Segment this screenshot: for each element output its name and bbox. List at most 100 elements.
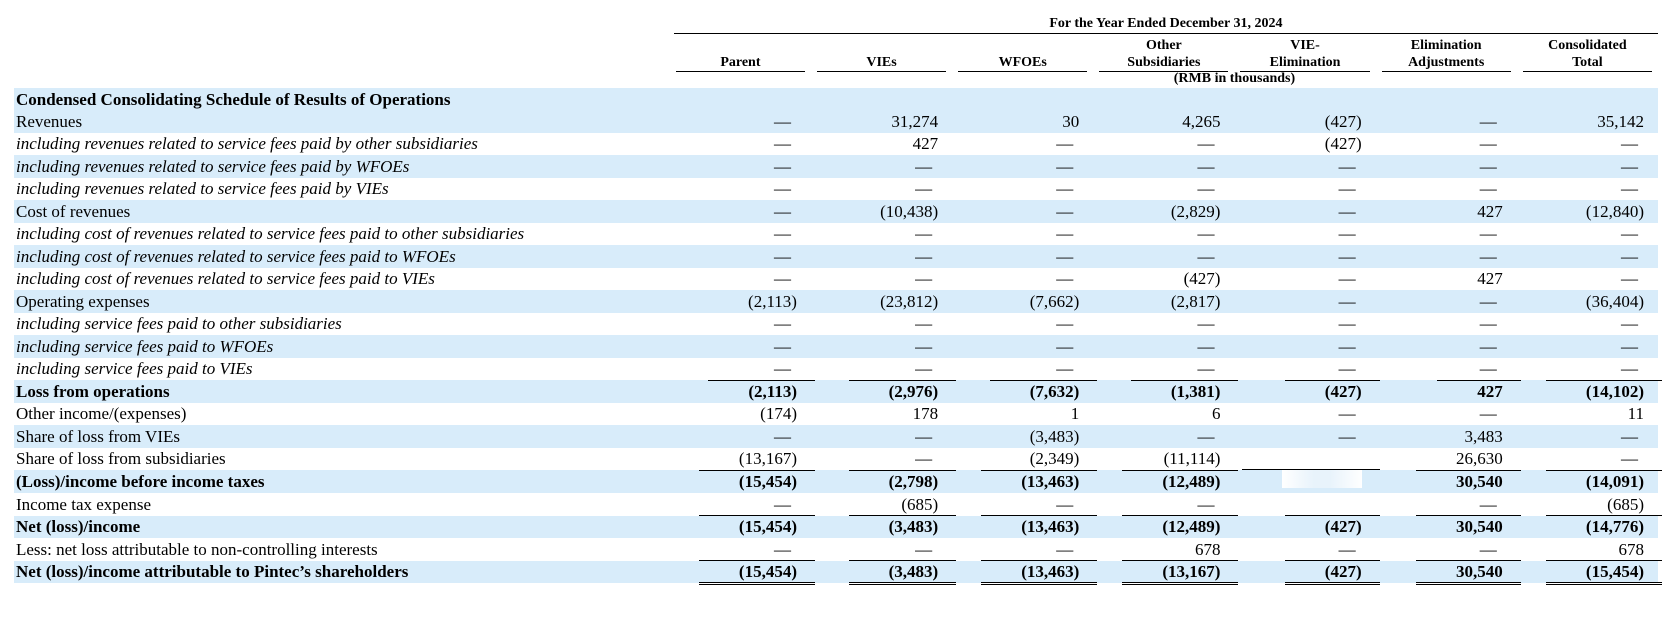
cell-vie-elimination: — <box>1234 178 1375 201</box>
cell-wfoes: — <box>952 268 1093 291</box>
cell-parent: — <box>669 155 811 178</box>
cell-value: — <box>1338 291 1356 311</box>
cell-value: (11,114) <box>1163 449 1221 469</box>
cell-other-subsidiaries: — <box>1093 133 1234 156</box>
cell-vie-elimination: (427) <box>1234 133 1375 156</box>
redacted-cell <box>1241 469 1380 488</box>
cell-value: — <box>1479 224 1497 244</box>
cell-value: — <box>773 179 791 199</box>
cell-value: — <box>1338 179 1356 199</box>
cell-value: — <box>1621 134 1638 154</box>
cell-other-subsidiaries: (11,114) <box>1093 448 1234 471</box>
row-label: Other income/(expenses) <box>16 404 187 424</box>
cell-value: — <box>1056 246 1074 266</box>
cell-vie-elimination <box>1234 469 1380 493</box>
cell-value: (7,662) <box>1029 291 1080 311</box>
cell-wfoes: — <box>952 493 1093 516</box>
cell-value: — <box>915 314 933 334</box>
cell-parent: — <box>670 358 811 381</box>
table-row: Income tax expense — (685) — — — (685) <box>14 493 1658 516</box>
cell-value: — <box>1621 449 1638 469</box>
cell-value: — <box>1056 336 1074 356</box>
cell-value: 4,265 <box>1182 111 1221 131</box>
cell-value: — <box>773 539 791 559</box>
cell-parent: (2,113) <box>669 379 815 403</box>
cell-vies: — <box>810 245 953 268</box>
cell-wfoes: (13,463) <box>952 470 1098 493</box>
row-label: Income tax expense <box>16 494 151 514</box>
cell-elimination-adjustments: — <box>1375 155 1517 178</box>
cell-value: 678 <box>1618 539 1645 559</box>
cell-parent: — <box>670 493 811 516</box>
cell-consolidated-total: — <box>1517 178 1658 201</box>
cell-wfoes: — <box>952 200 1094 223</box>
cell-value: — <box>1338 156 1356 176</box>
cell-wfoes: 30 <box>952 110 1094 133</box>
table-row: Other income/(expenses) (174) 178 1 6 — — 11 <box>14 403 1658 426</box>
cell-consolidated-total: — <box>1516 245 1658 268</box>
cell-value: — <box>915 426 933 446</box>
cell-vie-elimination: — <box>1234 223 1375 246</box>
cell-consolidated-total: (36,404) <box>1516 290 1658 313</box>
cell-value: — <box>915 246 933 266</box>
cell-parent: (15,454) <box>669 470 816 493</box>
cell-consolidated-total: 35,142 <box>1516 110 1658 133</box>
cell-value: (427) <box>1324 134 1362 154</box>
cell-other-subsidiaries: (2,829) <box>1093 200 1235 223</box>
cell-value: (13,463) <box>981 560 1098 586</box>
cell-value: 678 <box>1194 539 1221 559</box>
cell-value: (427) <box>1324 111 1362 131</box>
table-row: including cost of revenues related to se… <box>14 223 1658 246</box>
cell-other-subsidiaries: — <box>1093 493 1234 516</box>
table-row: including revenues related to service fe… <box>14 133 1658 156</box>
cell-value: 6 <box>1211 404 1221 424</box>
cell-value: — <box>1338 246 1356 266</box>
cell-value: — <box>773 359 791 379</box>
cell-other-subsidiaries: (427) <box>1093 268 1234 291</box>
cell-elimination-adjustments: 30,540 <box>1375 470 1521 493</box>
cell-elimination-adjustments: 427 <box>1375 379 1520 403</box>
cell-elimination-adjustments: — <box>1376 313 1517 336</box>
cell-value: — <box>773 246 791 266</box>
cell-wfoes: — <box>952 335 1094 358</box>
cell-vies: — <box>811 538 952 561</box>
cell-elimination-adjustments: — <box>1375 245 1517 268</box>
cell-vie-elimination: — <box>1234 245 1376 268</box>
cell-vie-elimination <box>1234 448 1375 471</box>
cell-vie-elimination: (427) <box>1234 560 1380 586</box>
cell-value: — <box>1197 314 1215 334</box>
cell-wfoes: — <box>952 245 1094 268</box>
row-label: including service fees paid to WFOEs <box>14 335 670 358</box>
cell-vies: — <box>810 155 953 178</box>
cell-value: — <box>1621 224 1638 244</box>
cell-vies: 31,274 <box>810 110 953 133</box>
column-header-vies: VIEs <box>811 34 952 72</box>
cell-vies: — <box>811 358 952 381</box>
row-label: including service fees paid to other sub… <box>16 314 342 334</box>
cell-value: (15,454) <box>698 515 816 537</box>
cell-value: 427 <box>912 134 939 154</box>
row-label: Net (loss)/income <box>14 515 670 538</box>
row-label: including cost of revenues related to se… <box>16 269 435 289</box>
cell-value: (427) <box>1284 379 1380 401</box>
cell-value: 26,630 <box>1456 449 1503 469</box>
column-header-vie-elimination: VIE- Elimination <box>1234 34 1375 72</box>
row-label: Share of loss from VIEs <box>14 425 670 448</box>
cell-parent: — <box>670 178 811 201</box>
cell-value: — <box>915 224 933 244</box>
cell-elimination-adjustments: — <box>1376 403 1517 426</box>
cell-value: — <box>773 494 791 514</box>
cell-value: — <box>1056 494 1074 514</box>
cell-value: (427) <box>1284 515 1380 537</box>
cell-value: — <box>773 426 791 446</box>
cell-value: (14,102) <box>1545 379 1663 401</box>
cell-consolidated-total: — <box>1517 313 1658 336</box>
cell-value: — <box>1621 179 1638 199</box>
cell-elimination-adjustments: 30,540 <box>1375 515 1521 538</box>
cell-other-subsidiaries: — <box>1093 313 1234 336</box>
row-label: Less: net loss attributable to non-contr… <box>16 539 378 559</box>
cell-value: — <box>1479 156 1497 176</box>
cell-wfoes: (3,483) <box>952 425 1094 448</box>
table-row: (Loss)/income before income taxes (15,454… <box>14 469 1663 493</box>
cell-other-subsidiaries: — <box>1093 155 1235 178</box>
